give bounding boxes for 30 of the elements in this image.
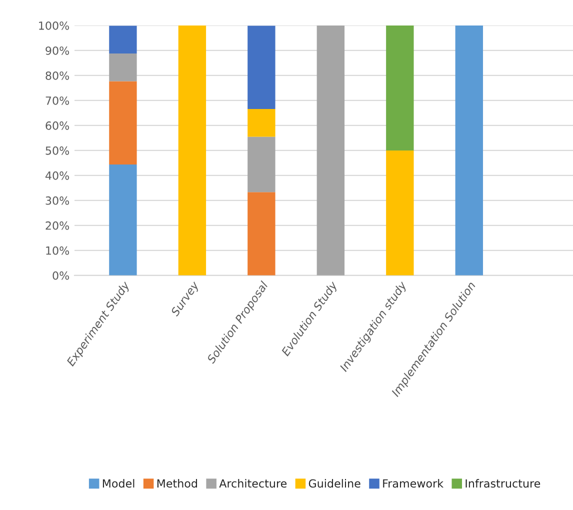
bar: [248, 108, 276, 137]
y-tick-label: 70%: [46, 96, 70, 105]
legend-label: Method: [157, 479, 197, 488]
legend-label: Architecture: [219, 479, 287, 488]
bar: [248, 136, 276, 192]
bar: [386, 150, 414, 276]
legend-label: Infrastructure: [466, 479, 540, 488]
bar: [109, 53, 137, 82]
y-tick-label: 0%: [52, 271, 70, 280]
y-tick-label: 30%: [46, 196, 70, 205]
bar: [109, 81, 137, 164]
bar: [455, 26, 483, 276]
bar: [109, 26, 137, 54]
bar: [316, 26, 345, 276]
legend-label: Guideline: [308, 479, 360, 488]
y-tick-label: 40%: [45, 171, 70, 180]
bar: [248, 192, 276, 276]
bar: [109, 164, 137, 276]
y-tick-label: 80%: [46, 71, 70, 80]
y-tick-label: 50%: [46, 146, 70, 155]
legend-label: Model: [102, 479, 134, 488]
y-tick-label: 10%: [46, 246, 70, 255]
y-tick-label: 100%: [39, 21, 70, 30]
bar: [386, 26, 414, 150]
bar: [248, 26, 276, 109]
bar: [178, 26, 206, 276]
y-tick-label: 90%: [46, 46, 70, 55]
y-tick-label: 20%: [46, 221, 70, 230]
legend-label: Framework: [383, 479, 444, 488]
y-tick-label: 60%: [46, 121, 70, 130]
